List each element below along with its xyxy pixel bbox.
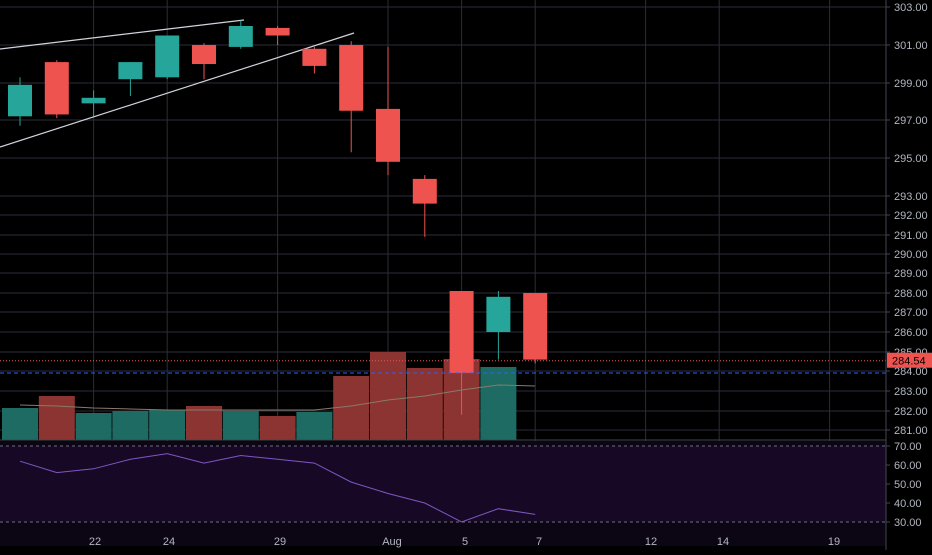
time-tick-label: 24 — [163, 536, 175, 548]
trendline-layer — [0, 19, 355, 148]
price-tick-label: 295.00 — [894, 153, 928, 165]
candle-body[interactable] — [228, 26, 253, 47]
candle-body[interactable] — [523, 293, 548, 360]
candle-body[interactable] — [376, 108, 400, 162]
volume-bar — [406, 368, 443, 440]
axis-layer: 303.00 301.00 299.00 297.00 295.00 293.00 292.… — [89, 0, 932, 550]
last-price-label: 284.54 — [892, 356, 926, 368]
candle-body[interactable] — [449, 291, 474, 373]
price-tick-label: 287.00 — [894, 307, 928, 319]
candle-body[interactable] — [302, 48, 327, 66]
price-tick-label: 293.00 — [894, 191, 928, 203]
volume-bar — [480, 367, 517, 440]
price-tick-label: 297.00 — [894, 115, 928, 127]
price-tick-label: 303.00 — [894, 2, 928, 14]
candle-body[interactable] — [8, 84, 32, 117]
candle-body[interactable] — [44, 62, 69, 115]
price-tick-label: 286.00 — [894, 327, 928, 339]
rsi-tick-label: 60.00 — [894, 460, 922, 472]
price-tick-label: 301.00 — [894, 40, 928, 52]
volume-bar — [370, 352, 406, 440]
time-tick-label: 12 — [645, 536, 657, 548]
candle-body[interactable] — [265, 27, 290, 36]
time-tick-label: Aug — [382, 536, 402, 548]
volume-bar — [75, 413, 112, 440]
time-tick-label: 7 — [536, 536, 542, 548]
volume-bar — [186, 406, 222, 440]
volume-bar — [112, 411, 149, 440]
candle-body[interactable] — [118, 62, 143, 80]
rsi-tick-label: 70.00 — [894, 441, 922, 453]
trendline-upper[interactable] — [0, 19, 245, 50]
price-tick-label: 284.00 — [894, 366, 928, 378]
volume-bar — [149, 410, 186, 440]
volume-bar — [38, 396, 75, 440]
volume-bar — [259, 416, 296, 440]
candle-body[interactable] — [339, 45, 364, 111]
time-tick-label: 19 — [828, 536, 840, 548]
time-tick-label: 29 — [274, 536, 286, 548]
rsi-layer — [0, 439, 886, 546]
price-tick-label: 290.00 — [894, 249, 928, 261]
price-tick-label: 281.00 — [894, 425, 928, 437]
price-tick-label: 299.00 — [894, 78, 928, 90]
candle-body[interactable] — [486, 296, 511, 332]
price-tick-label: 288.00 — [894, 288, 928, 300]
price-tick-label: 282.00 — [894, 406, 928, 418]
candle-body[interactable] — [412, 178, 437, 204]
rsi-tick-label: 50.00 — [894, 479, 922, 491]
rsi-band — [0, 446, 886, 522]
price-tick-label: 292.00 — [894, 210, 928, 222]
price-axis-background — [886, 0, 932, 550]
time-tick-label: 22 — [89, 536, 101, 548]
trendline-lower[interactable] — [0, 32, 355, 148]
volume-bar — [296, 412, 333, 440]
candle-layer[interactable] — [0, 20, 886, 415]
rsi-tick-label: 30.00 — [894, 517, 922, 529]
price-tick-label: 283.00 — [894, 386, 928, 398]
price-tick-label: 291.00 — [894, 230, 928, 242]
candle-body[interactable] — [192, 45, 216, 64]
price-tick-label: 289.00 — [894, 268, 928, 280]
rsi-line — [19, 453, 536, 523]
time-tick-label: 14 — [717, 536, 729, 548]
last-price-badge — [887, 352, 932, 368]
volume-bar — [333, 376, 370, 440]
rsi-tick-label: 40.00 — [894, 498, 922, 510]
volume-ma-line — [19, 384, 536, 411]
time-tick-label: 5 — [462, 536, 468, 548]
volume-bar — [222, 411, 259, 440]
volume-bar — [2, 408, 38, 440]
candle-body[interactable] — [155, 35, 180, 78]
candle-body[interactable] — [81, 97, 106, 104]
